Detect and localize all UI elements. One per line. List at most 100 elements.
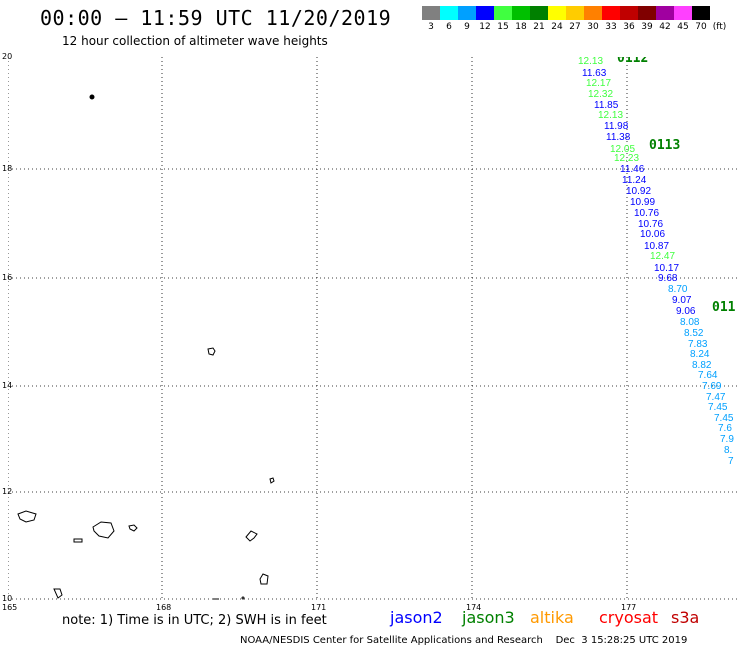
lat-label: 18 xyxy=(2,164,13,173)
lon-label: 165 xyxy=(2,603,18,612)
credit-line: NOAA/NESDIS Center for Satellite Applica… xyxy=(240,635,687,646)
satellite-altika: altika xyxy=(530,608,574,627)
legend-label: 30 xyxy=(587,22,599,32)
wave-height-label: 12.13 xyxy=(578,57,603,67)
wave-height-label: 10.92 xyxy=(626,186,651,197)
wave-height-label: 12.17 xyxy=(586,78,611,89)
wave-height-label: 8. xyxy=(724,445,732,456)
wave-height-label: 8.52 xyxy=(684,328,704,339)
satellite-cryosat: cryosat xyxy=(599,608,659,627)
wave-height-label: 12.13 xyxy=(598,110,623,121)
legend-item: 9 xyxy=(458,6,476,32)
wave-height-label: 7.9 xyxy=(720,434,734,445)
legend-item: 21 xyxy=(530,6,548,32)
legend-item: 36 xyxy=(620,6,638,32)
legend-label: 27 xyxy=(569,22,581,32)
island xyxy=(207,347,216,356)
wave-height-label: 12.05 xyxy=(610,144,635,155)
wave-height-label: 9.07 xyxy=(672,295,692,306)
wave-height-label: 11.38 xyxy=(606,132,631,143)
island xyxy=(89,94,95,100)
wave-height-label: 7.47 xyxy=(706,392,726,403)
credit-text: NOAA/NESDIS Center for Satellite Applica… xyxy=(240,635,543,646)
legend-label: 6 xyxy=(446,22,452,32)
color-legend: 3 6 9 12 15 18 21 24 27 30 33 36 39 42 4… xyxy=(422,6,728,32)
island xyxy=(259,573,269,585)
legend-label: 9 xyxy=(464,22,470,32)
legend-item: 6 xyxy=(440,6,458,32)
wave-height-labels: 12.1311.6312.1712.3211.8512.1311.9811.38… xyxy=(578,57,734,467)
legend-unit: (ft) xyxy=(712,22,727,32)
legend-label: 42 xyxy=(659,22,671,32)
map-title: 00:00 – 11:59 UTC 11/20/2019 xyxy=(40,6,392,30)
wave-height-label: 12.32 xyxy=(588,89,613,100)
wave-height-label: 8.82 xyxy=(692,360,712,371)
legend-item: 30 xyxy=(584,6,602,32)
legend-item: 18 xyxy=(512,6,530,32)
lat-label: 16 xyxy=(2,273,13,282)
pass-label: 0112 xyxy=(617,57,648,66)
lat-label: 14 xyxy=(2,381,13,390)
legend-item: 12 xyxy=(476,6,494,32)
wave-height-label: 7.69 xyxy=(702,381,722,392)
legend-label: 21 xyxy=(533,22,545,32)
legend-label: 15 xyxy=(497,22,509,32)
legend-label: 3 xyxy=(428,22,434,32)
lon-label: 168 xyxy=(156,603,172,612)
wave-height-label: 9.06 xyxy=(676,306,696,317)
generated-timestamp: Dec 3 15:28:25 UTC 2019 xyxy=(555,635,688,646)
legend-swatch xyxy=(494,6,512,20)
wave-height-label: 10.87 xyxy=(644,241,669,252)
legend-swatch xyxy=(422,6,440,20)
island-outlines xyxy=(17,94,275,600)
wave-height-label: 7.83 xyxy=(688,339,708,350)
legend-item: 39 xyxy=(638,6,656,32)
legend-swatch xyxy=(638,6,656,20)
island xyxy=(73,538,83,543)
legend-item: 3 xyxy=(422,6,440,32)
island xyxy=(241,596,245,600)
legend-label: 33 xyxy=(605,22,617,32)
legend-item: 27 xyxy=(566,6,584,32)
legend-swatch xyxy=(620,6,638,20)
wave-height-label: 10.06 xyxy=(640,229,665,240)
lon-label: 177 xyxy=(621,603,637,612)
lat-label: 12 xyxy=(2,487,13,496)
legend-item: 33 xyxy=(602,6,620,32)
pass-label: 011 xyxy=(712,300,736,315)
legend-swatch xyxy=(512,6,530,20)
legend-label: 12 xyxy=(479,22,491,32)
units-note: note: 1) Time is in UTC; 2) SWH is in fe… xyxy=(62,613,327,628)
map-subtitle: 12 hour collection of altimeter wave hei… xyxy=(62,34,328,48)
legend-swatch xyxy=(548,6,566,20)
wave-height-label: 11.85 xyxy=(594,100,619,111)
wave-height-label: 11.63 xyxy=(582,68,607,79)
legend-swatch xyxy=(584,6,602,20)
wave-height-label: 11.46 xyxy=(620,164,645,175)
island xyxy=(245,530,258,542)
legend-label: 18 xyxy=(515,22,527,32)
legend-item: 24 xyxy=(548,6,566,32)
island xyxy=(128,524,138,532)
legend-swatch xyxy=(692,6,710,20)
legend-swatch xyxy=(656,6,674,20)
satellite-jason3: jason3 xyxy=(462,608,515,627)
wave-height-label: 11.98 xyxy=(604,121,629,132)
wave-height-label: 10.76 xyxy=(638,219,663,230)
wave-height-label: 11.24 xyxy=(622,175,647,186)
wave-height-label: 12.23 xyxy=(614,153,639,164)
wave-height-label: 10.99 xyxy=(630,197,655,208)
wave-height-label: 10.76 xyxy=(634,208,659,219)
wave-height-label: 7.45 xyxy=(708,402,728,413)
wave-height-label: 8.24 xyxy=(690,349,710,360)
wave-height-label: 7.6 xyxy=(718,423,732,434)
wave-height-label: 12.47 xyxy=(650,251,675,262)
island xyxy=(53,588,63,599)
pass-label: 0113 xyxy=(649,138,680,153)
legend-swatch xyxy=(440,6,458,20)
legend-label: 24 xyxy=(551,22,563,32)
island xyxy=(92,521,115,539)
graticule xyxy=(8,57,738,601)
wave-height-label: 9.68 xyxy=(658,273,678,284)
satellite-s3a: s3a xyxy=(671,608,700,627)
